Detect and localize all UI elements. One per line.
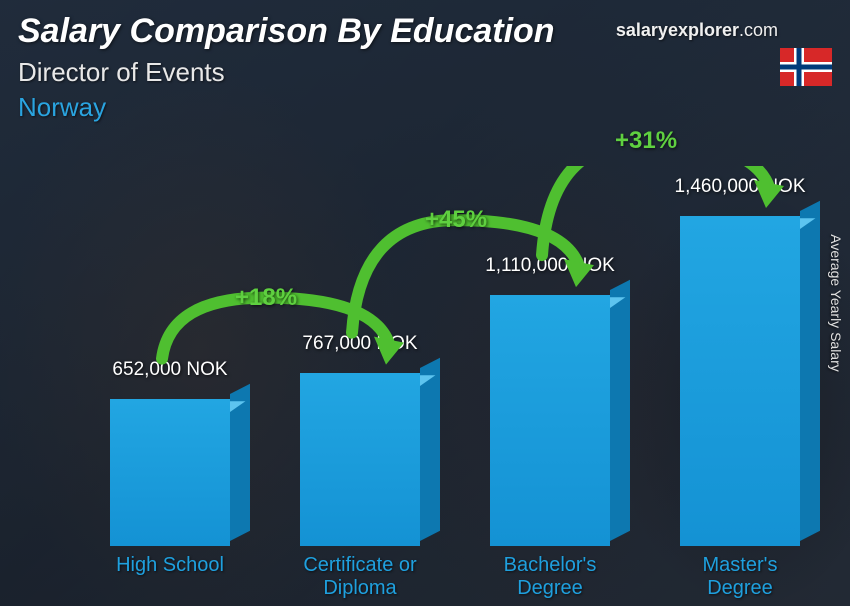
bar-value-label: 767,000 NOK [302,333,417,355]
bar-side-face [420,358,440,541]
bar-category-label: High School [85,554,255,577]
bar-chart: 652,000 NOKHigh School767,000 NOKCertifi… [40,166,800,546]
bar-front [490,295,610,546]
bar-side-face [800,201,820,541]
bar-value-label: 1,110,000 NOK [485,255,615,277]
bar-front [300,373,420,546]
bar-side-face [610,280,630,541]
bar-category-label: Bachelor's Degree [465,554,635,600]
job-title: Director of Events [18,57,832,88]
country-name: Norway [18,92,832,123]
increase-percent-label: +45% [425,206,487,234]
bar [110,399,230,546]
bar-value-label: 1,460,000 NOK [675,176,806,198]
bar-category-label: Certificate or Diploma [275,554,445,600]
bar-value-label: 652,000 NOK [112,359,227,381]
y-axis-label: Average Yearly Salary [828,234,844,372]
bar [680,216,800,546]
bar-front [110,399,230,546]
bar-category-label: Master's Degree [655,554,825,600]
bar-front [680,216,800,546]
increase-percent-label: +31% [615,127,677,155]
infographic-container: Salary Comparison By Education Director … [0,0,850,606]
norway-flag-icon [780,48,832,86]
watermark: salaryexplorer.com [616,20,778,41]
bar [490,295,610,546]
increase-percent-label: +18% [235,284,297,312]
watermark-brand: salaryexplorer [616,20,739,40]
bar [300,373,420,546]
watermark-domain: .com [739,20,778,40]
